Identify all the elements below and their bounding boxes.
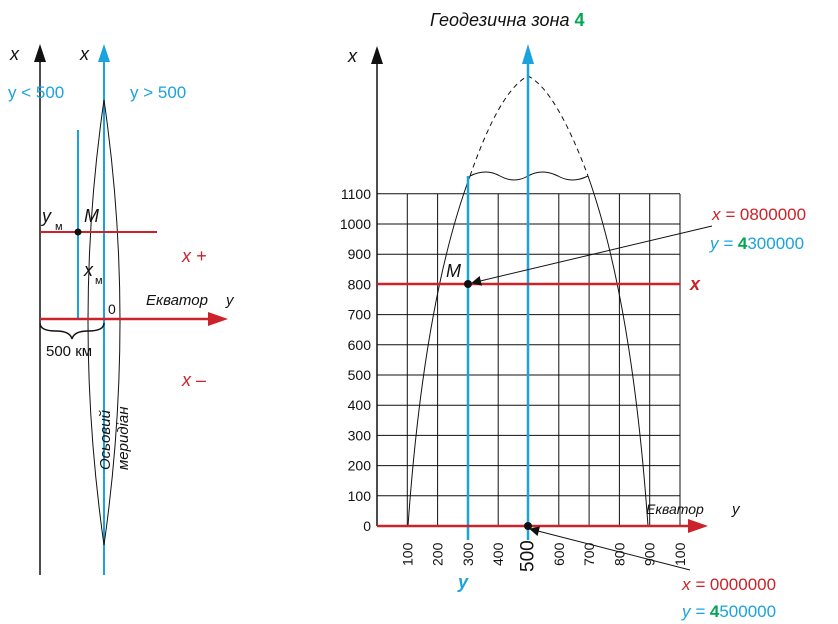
- point-m-right: [464, 280, 472, 288]
- y-tick-label: 900: [348, 246, 372, 262]
- right-x-axis-arrow: [371, 46, 383, 64]
- x-tick-label: 100: [399, 542, 415, 566]
- left-equator-y: y: [225, 292, 235, 309]
- left-x-axis-label: x: [9, 44, 20, 64]
- x-tick-label: 100: [672, 542, 688, 566]
- km-brace: [39, 322, 105, 340]
- y-m-sub: м: [55, 221, 63, 233]
- y-tick-label: 200: [348, 458, 372, 474]
- y-tick-label: 1100: [341, 186, 371, 202]
- right-diagram: Геодезична зона 4 x 0 100 200 300 400 500 600 7…: [340, 10, 806, 621]
- meridian-line2: меридіан: [115, 406, 132, 470]
- origin-point: [524, 522, 532, 530]
- left-x-axis-arrow: [34, 44, 46, 62]
- point-m-left: [74, 228, 82, 236]
- y-tick-label: 500: [348, 367, 372, 383]
- y-tick-label: 800: [348, 276, 372, 292]
- left-central-axis-label: x: [79, 44, 90, 64]
- zone-title: Геодезична зона 4: [430, 10, 585, 30]
- left-equator-arrow: [208, 312, 228, 326]
- zone-outline-left: [407, 175, 471, 527]
- x-m-sub: м: [95, 275, 103, 287]
- axial-meridian-label: Осьовий меридіан: [97, 406, 132, 470]
- y-tick-label: 700: [348, 307, 372, 323]
- right-equator-y: y: [731, 501, 741, 518]
- left-equator-label: Екватор: [146, 292, 208, 309]
- y-tick-label: 300: [348, 427, 372, 443]
- y-tick-label: 100: [348, 488, 372, 504]
- right-equator-arrow: [688, 519, 708, 533]
- x-tick-label: 200: [430, 542, 446, 566]
- x-tick-label: 600: [551, 542, 567, 566]
- y-blue-label: y: [457, 572, 469, 592]
- x-tick-labels: 100 200 300 400 500 600 700 800 900 100: [399, 540, 688, 572]
- x-tick-label: 900: [642, 542, 658, 566]
- x-minus-label: x –: [181, 370, 207, 390]
- annotation-top-x: x = 0800000: [711, 205, 806, 224]
- y-greater-label: y > 500: [130, 83, 186, 102]
- x-plus-label: x +: [181, 246, 207, 266]
- x-tick-label: 700: [581, 542, 597, 566]
- x-tick-label: 400: [490, 542, 506, 566]
- x-tick-label: 800: [611, 542, 627, 566]
- point-m-label-right: M: [446, 261, 461, 281]
- y-tick-label: 600: [348, 337, 372, 353]
- km-label: 500 км: [46, 343, 92, 360]
- point-m-label-left: M: [84, 206, 99, 226]
- y-m-label: y: [40, 206, 52, 226]
- left-origin-label: 0: [108, 301, 116, 317]
- annotation-bottom-x: x = 0000000: [681, 575, 776, 594]
- y-tick-label: 1000: [340, 216, 371, 232]
- x-tick-label: 500: [518, 540, 539, 572]
- y-tick-labels: 0 100 200 300 400 500 600 700 800 900 1000 1100: [340, 186, 371, 534]
- x-red-label: x: [689, 274, 701, 294]
- right-equator-label: Екватор: [646, 501, 704, 517]
- annotation-bottom-y: y = 4500000: [681, 602, 776, 621]
- left-central-axis-arrow: [98, 44, 110, 62]
- zone-outline-right: [587, 175, 649, 527]
- leader-to-origin: [529, 526, 691, 571]
- x-tick-label: 300: [460, 542, 476, 566]
- left-diagram: x x y < 500 y > 500 y м M x м x + x – 0 …: [8, 44, 235, 575]
- x-m-label: x: [83, 260, 94, 280]
- meridian-line1: Осьовий: [97, 409, 114, 470]
- annotation-top-y: y = 4300000: [709, 234, 804, 253]
- right-x-axis-label: x: [347, 46, 358, 66]
- central-meridian-arrow: [522, 44, 534, 64]
- y-tick-label: 400: [348, 397, 372, 413]
- leader-to-m: [471, 225, 713, 286]
- y-tick-label: 0: [363, 518, 371, 534]
- y-less-label: y < 500: [8, 83, 64, 102]
- zone-lens: [87, 99, 121, 546]
